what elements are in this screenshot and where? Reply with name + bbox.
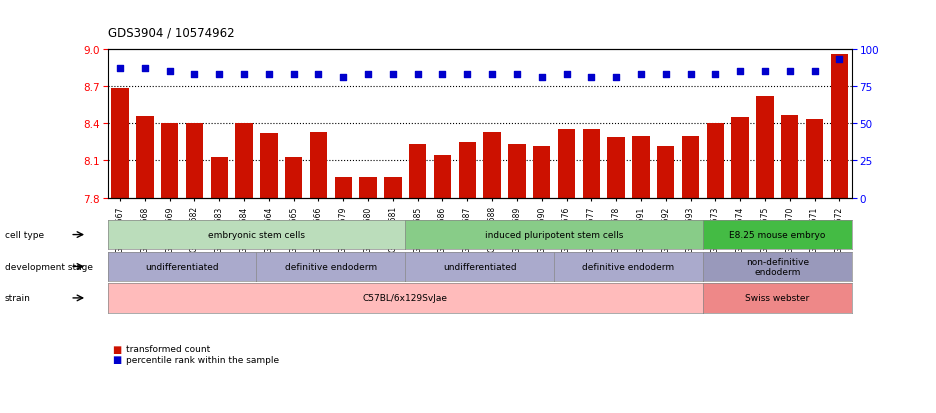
Text: undifferentiated: undifferentiated: [145, 262, 219, 271]
Point: [683, 71, 698, 78]
Bar: [285, 157, 302, 198]
Bar: [136, 116, 154, 198]
Point: [634, 71, 649, 78]
Point: [311, 71, 326, 78]
Bar: [334, 177, 352, 198]
Bar: [185, 124, 203, 198]
Bar: [806, 120, 824, 198]
Point: [360, 71, 375, 78]
Point: [733, 69, 748, 75]
Text: cell type: cell type: [5, 230, 44, 240]
Text: ■: ■: [112, 354, 122, 364]
Point: [807, 69, 822, 75]
Text: development stage: development stage: [5, 262, 93, 271]
Point: [832, 57, 847, 63]
Bar: [359, 177, 377, 198]
Point: [708, 71, 723, 78]
Bar: [830, 55, 848, 198]
Bar: [459, 142, 476, 198]
Bar: [235, 124, 253, 198]
Text: non-definitive
endoderm: non-definitive endoderm: [746, 257, 809, 276]
Point: [658, 71, 673, 78]
Text: definitive endoderm: definitive endoderm: [285, 262, 377, 271]
Bar: [433, 156, 451, 198]
Bar: [681, 136, 699, 198]
Point: [286, 71, 301, 78]
Bar: [731, 118, 749, 198]
Bar: [558, 130, 576, 198]
Text: Swiss webster: Swiss webster: [745, 294, 810, 303]
Bar: [756, 97, 774, 198]
Point: [509, 71, 524, 78]
Text: C57BL/6x129SvJae: C57BL/6x129SvJae: [363, 294, 447, 303]
Point: [261, 71, 276, 78]
Point: [584, 74, 599, 81]
Bar: [607, 138, 625, 198]
Bar: [211, 157, 228, 198]
Bar: [409, 145, 427, 198]
Point: [336, 74, 351, 81]
Text: transformed count: transformed count: [126, 344, 211, 354]
Point: [162, 69, 177, 75]
Bar: [310, 133, 328, 198]
Bar: [161, 124, 179, 198]
Text: percentile rank within the sample: percentile rank within the sample: [126, 355, 280, 364]
Bar: [657, 146, 675, 198]
Text: induced pluripotent stem cells: induced pluripotent stem cells: [485, 230, 623, 240]
Point: [138, 66, 153, 72]
Text: embryonic stem cells: embryonic stem cells: [208, 230, 305, 240]
Bar: [483, 133, 501, 198]
Text: undifferentiated: undifferentiated: [443, 262, 517, 271]
Point: [608, 74, 623, 81]
Text: strain: strain: [5, 294, 31, 303]
Text: ■: ■: [112, 344, 122, 354]
Text: E8.25 mouse embryo: E8.25 mouse embryo: [729, 230, 826, 240]
Bar: [533, 146, 550, 198]
Bar: [781, 115, 798, 198]
Bar: [508, 145, 526, 198]
Point: [460, 71, 475, 78]
Point: [410, 71, 425, 78]
Point: [212, 71, 227, 78]
Text: definitive endoderm: definitive endoderm: [582, 262, 675, 271]
Point: [386, 71, 401, 78]
Bar: [582, 130, 600, 198]
Point: [237, 71, 252, 78]
Point: [187, 71, 202, 78]
Text: GDS3904 / 10574962: GDS3904 / 10574962: [108, 27, 234, 40]
Bar: [111, 89, 129, 198]
Point: [485, 71, 500, 78]
Bar: [707, 124, 724, 198]
Bar: [632, 136, 650, 198]
Point: [112, 66, 127, 72]
Bar: [384, 177, 402, 198]
Bar: [260, 134, 278, 198]
Point: [435, 71, 450, 78]
Point: [559, 71, 574, 78]
Point: [757, 69, 772, 75]
Point: [782, 69, 797, 75]
Point: [534, 74, 549, 81]
